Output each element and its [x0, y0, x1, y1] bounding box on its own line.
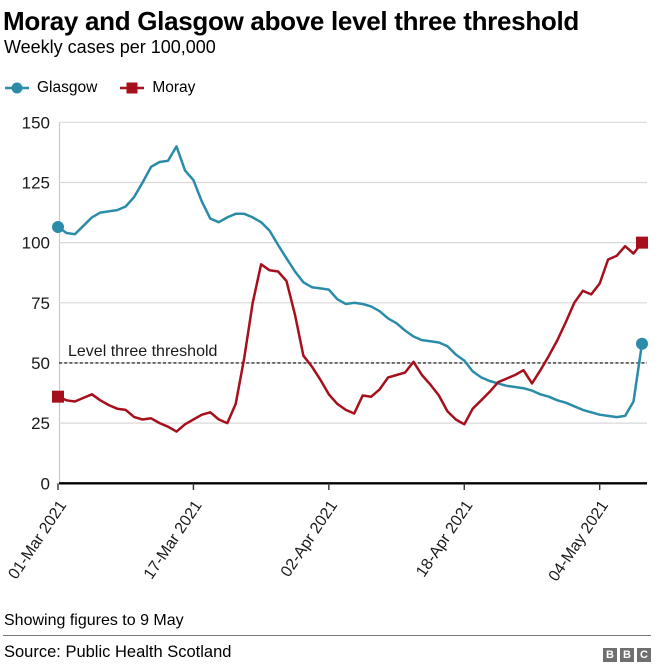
x-tick-label: 17-Mar 2021 [141, 498, 206, 583]
y-tick-label: 125 [22, 173, 50, 192]
threshold-label: Level three threshold [68, 343, 217, 360]
series-line-glasgow [56, 145, 644, 419]
bbc-logo-block-c: C [637, 648, 651, 662]
legend-label-moray: Moray [152, 79, 196, 96]
y-tick-label: 25 [31, 414, 50, 433]
moray-endpoint-marker [52, 390, 64, 403]
x-tick-label: 02-Apr 2021 [278, 498, 341, 581]
series-line-moray [56, 241, 644, 433]
glasgow-endpoint-marker [636, 337, 648, 350]
x-tick-label: 04-May 2021 [546, 498, 612, 585]
chart-subtitle: Weekly cases per 100,000 [4, 37, 216, 57]
footer-note: Showing figures to 9 May [4, 612, 184, 629]
bbc-logo-block-b1: B [603, 648, 617, 662]
glasgow-endpoint-marker [52, 220, 64, 233]
bbc-logo: B B C [603, 648, 651, 662]
x-tick-label: 18-Apr 2021 [413, 498, 476, 581]
moray-line-square-marker-icon [120, 82, 145, 94]
x-tick-label: 01-Mar 2021 [5, 498, 70, 583]
y-tick-label: 75 [31, 294, 50, 313]
y-tick-label: 0 [41, 474, 50, 493]
moray-endpoint-marker [636, 236, 648, 249]
bbc-logo-block-b2: B [620, 648, 634, 662]
line-chart-plot: 0 25 50 75 100 125 150 01-Mar 2021 17-Mar 2021 02… [5, 113, 648, 585]
chart-title: Moray and Glasgow above level three thre… [3, 6, 579, 36]
y-tick-label: 100 [22, 234, 50, 253]
legend-item-moray: Moray [119, 79, 195, 97]
legend-item-glasgow: Glasgow [4, 79, 97, 97]
glasgow-line-circle-marker-icon [5, 82, 29, 94]
y-tick-label: 150 [22, 113, 50, 132]
y-tick-label: 50 [31, 354, 50, 373]
footer-divider [3, 635, 651, 636]
legend-label-glasgow: Glasgow [37, 79, 98, 96]
legend: Glasgow Moray [4, 79, 195, 97]
source-text: Source: Public Health Scotland [4, 643, 232, 661]
